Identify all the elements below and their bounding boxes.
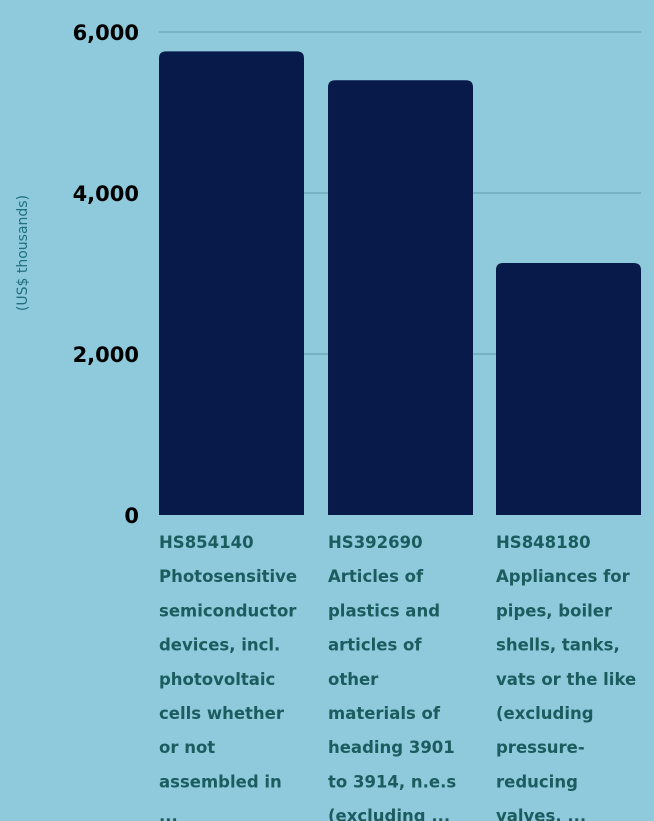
category-description-line: photovoltaic [159, 670, 275, 689]
x-axis-category-labels: HS854140 Photosensitive semiconductor devic… [159, 533, 636, 821]
category-description-line: plastics and [328, 601, 440, 620]
category-description-line: (excluding ... [328, 807, 450, 821]
category-description-line: cells whether [159, 704, 285, 723]
y-tick-label: 4,000 [73, 182, 139, 206]
category-description-line: other [328, 670, 379, 689]
y-axis-ticks: 0 2,000 4,000 6,000 [73, 21, 139, 528]
category-description-line: Photosensitive [159, 567, 297, 586]
bar-hs392690 [328, 80, 473, 516]
category-description-line: pressure- [496, 738, 585, 757]
category-description-line: articles of [328, 636, 422, 655]
category-code: HS854140 [159, 533, 254, 552]
category-description-line: reducing [496, 772, 578, 791]
category-description-line: (excluding [496, 704, 594, 723]
category-description-line: materials of [328, 704, 441, 723]
category-description-line: vats or the like [496, 670, 636, 689]
category-description-line: to 3914, n.e.s [328, 772, 456, 791]
category-code: HS848180 [496, 533, 591, 552]
category-description-line: assembled in [159, 772, 282, 791]
bars [159, 51, 641, 516]
y-tick-label: 2,000 [73, 343, 139, 367]
category-description-line: or not [159, 738, 215, 757]
category-description-line: shells, tanks, [496, 636, 620, 655]
y-tick-label: 6,000 [73, 21, 139, 45]
x-category-label: HS392690 Articles of plastics and articles … [328, 533, 456, 821]
category-description-line: ... [159, 807, 178, 821]
category-description-line: pipes, boiler [496, 601, 613, 620]
category-description-line: Articles of [328, 567, 424, 586]
y-tick-label: 0 [124, 504, 139, 528]
category-description-line: devices, incl. [159, 636, 280, 655]
bar-hs854140 [159, 51, 304, 515]
category-description-line: valves, ... [496, 807, 586, 821]
x-category-label: HS854140 Photosensitive semiconductor devic… [159, 533, 297, 821]
x-category-label: HS848180 Appliances for pipes, boiler shell… [496, 533, 636, 821]
category-description-line: heading 3901 [328, 738, 455, 757]
category-description-line: Appliances for [496, 567, 631, 586]
y-axis-title: (US$ thousands) [15, 195, 31, 311]
category-code: HS392690 [328, 533, 423, 552]
category-description-line: semiconductor [159, 601, 297, 620]
bar-hs848180 [496, 263, 641, 515]
